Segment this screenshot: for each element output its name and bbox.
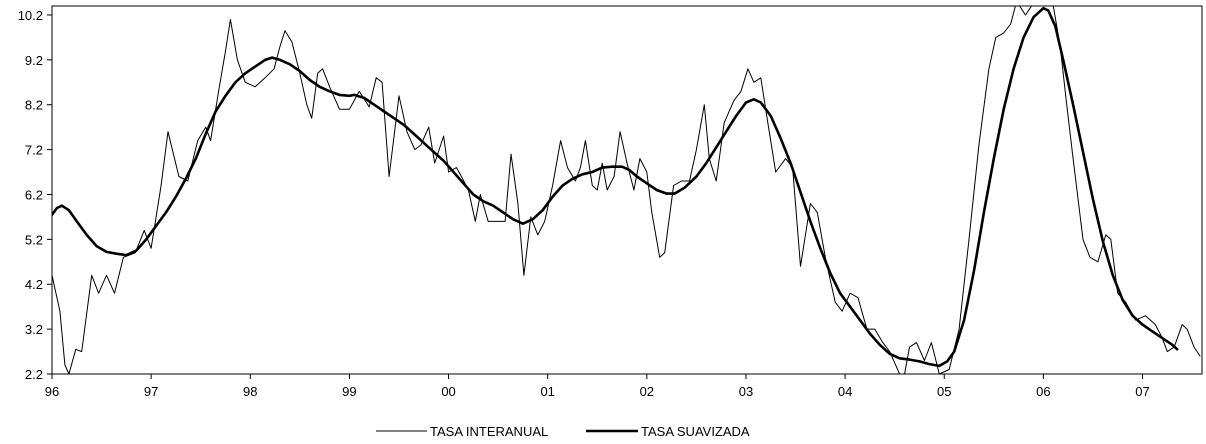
x-tick-label: 07 [1135,384,1149,399]
y-tick-label: 7.2 [25,143,43,158]
x-tick-label: 98 [243,384,257,399]
y-tick-label: 8.2 [25,98,43,113]
x-axis: 96 97 98 99 00 01 02 03 04 05 06 07 [45,374,1150,399]
x-tick-label: 97 [144,384,158,399]
series-line-tasa-interanual [52,6,1201,374]
x-tick-label: 03 [739,384,753,399]
y-tick-label: 6.2 [25,187,43,202]
series-layer [52,6,1201,374]
x-tick-label: 02 [640,384,654,399]
plot-area-frame [51,5,1203,375]
x-tick-label: 99 [342,384,356,399]
legend-label: TASA SUAVIZADA [641,424,750,439]
y-tick-label: 3.2 [25,322,43,337]
x-tick-label: 06 [1036,384,1050,399]
x-tick-label: 96 [45,384,59,399]
x-tick-label: 00 [441,384,455,399]
y-tick-label: 4.2 [25,277,43,292]
legend-label: TASA INTERANUAL [430,424,548,439]
series-line-tasa-suavizada [52,6,1179,368]
y-tick-label: 5.2 [25,232,43,247]
x-tick-label: 01 [540,384,554,399]
y-tick-label: 9.2 [25,53,43,68]
y-tick-label: 2.2 [25,367,43,382]
x-tick-label: 04 [838,384,852,399]
legend: TASA INTERANUAL TASA SUAVIZADA [376,424,750,439]
y-axis: 2.2 3.2 4.2 5.2 6.2 7.2 8.2 9.2 10.2 [18,8,52,382]
x-tick-label: 05 [937,384,951,399]
y-tick-label: 10.2 [18,8,43,23]
